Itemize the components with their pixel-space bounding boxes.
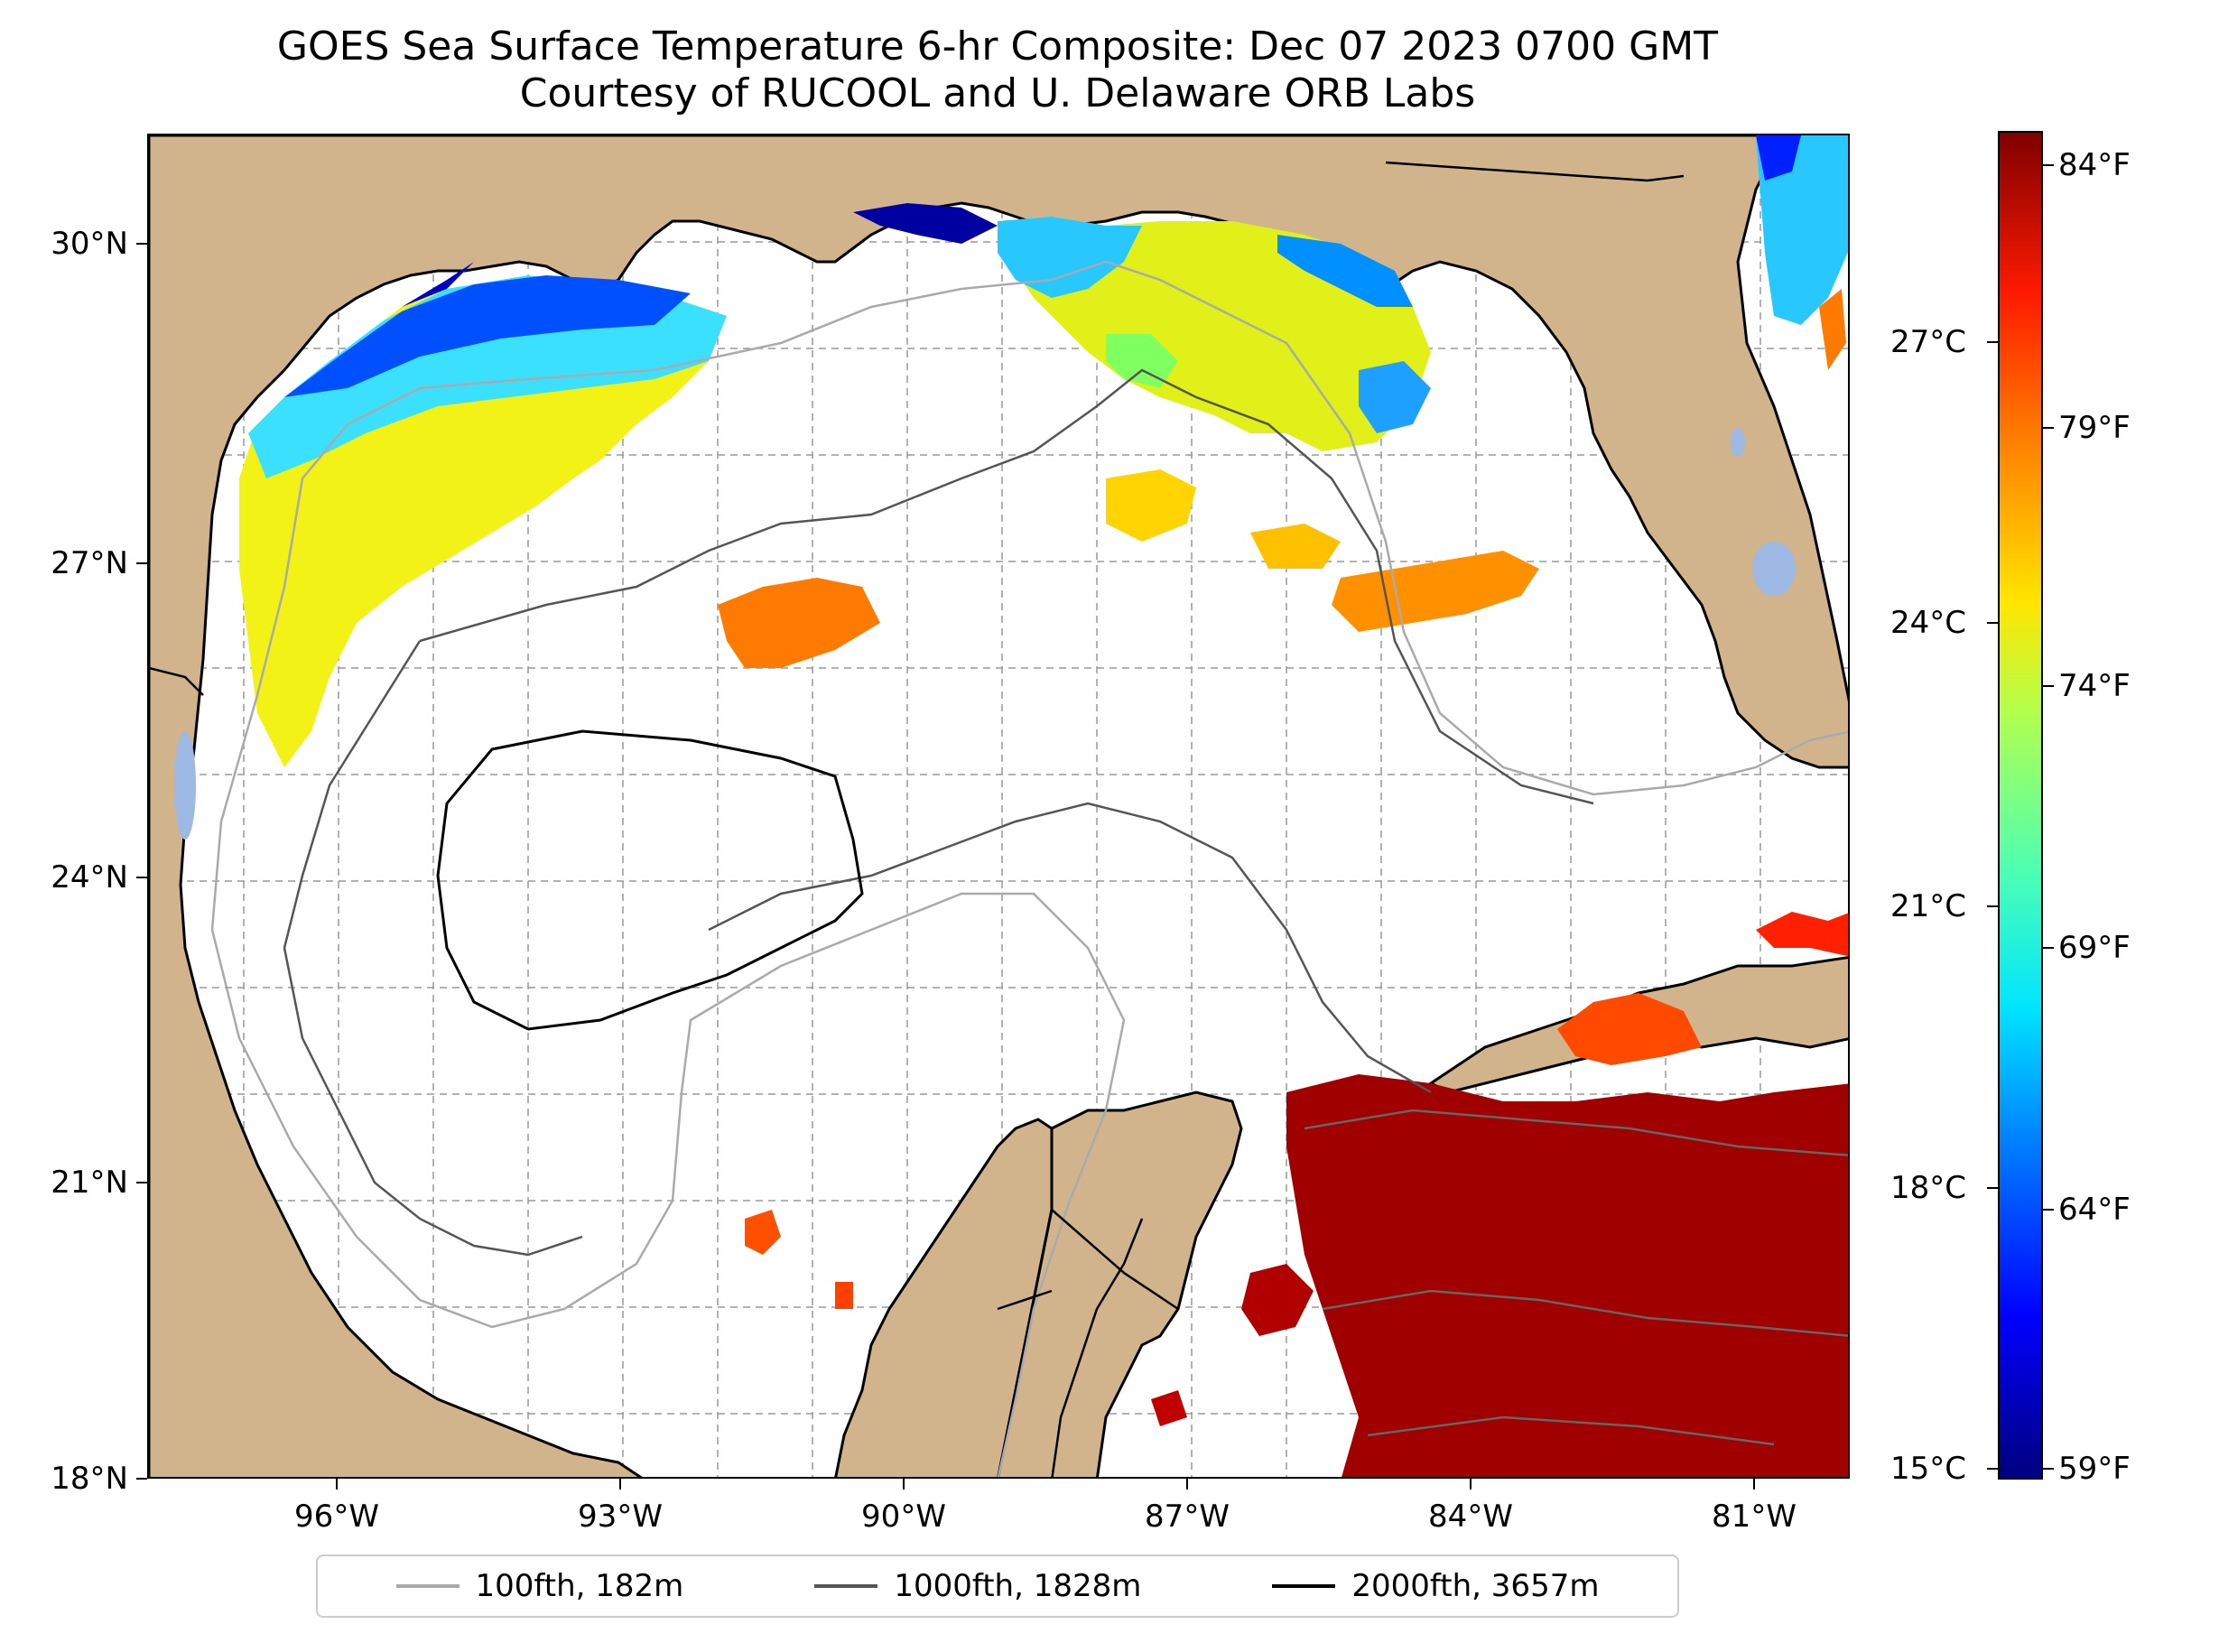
lat-tick-mark	[136, 1182, 147, 1183]
legend-swatch-100fth	[395, 1584, 460, 1588]
colorbar-tick-c	[1987, 1468, 1998, 1470]
colorbar-tick-f	[2043, 685, 2054, 687]
lakes	[174, 428, 1796, 840]
lon-tick-label: 84°W	[1428, 1499, 1513, 1535]
colorbar-label-f: 69°F	[2058, 930, 2131, 966]
depth-legend: 100fth, 182m 1000fth, 1828m 2000fth, 365…	[316, 1555, 1679, 1618]
lat-tick-label: 21°N	[51, 1165, 128, 1201]
colorbar-label-f: 74°F	[2058, 668, 2131, 704]
lat-tick-label: 27°N	[51, 545, 128, 581]
legend-swatch-1000fth	[814, 1584, 878, 1588]
lon-tick-mark	[619, 1479, 621, 1490]
temperature-colorbar	[1998, 131, 2043, 1480]
colorbar-tick-c	[1987, 1187, 1998, 1189]
legend-swatch-2000fth	[1272, 1584, 1336, 1588]
colorbar-label-c: 24°C	[1889, 605, 1966, 641]
colorbar-tick-c	[1987, 622, 1998, 624]
legend-label: 2000fth, 3657m	[1351, 1568, 1600, 1604]
lon-tick-label: 93°W	[578, 1499, 663, 1535]
colorbar-tick-c	[1987, 905, 1998, 907]
legend-label: 100fth, 182m	[475, 1568, 684, 1604]
sst-data	[239, 135, 1848, 1477]
colorbar-label-c: 18°C	[1889, 1170, 1966, 1206]
map-subtitle: Courtesy of RUCOOL and U. Delaware ORB L…	[519, 70, 1476, 116]
lon-tick-mark	[1186, 1479, 1188, 1490]
colorbar-tick-f	[2043, 1209, 2054, 1211]
lon-tick-mark	[1470, 1479, 1472, 1490]
lon-tick-label: 81°W	[1712, 1499, 1797, 1535]
colorbar-tick-f	[2043, 947, 2054, 949]
legend-item: 100fth, 182m	[395, 1568, 684, 1604]
lat-tick-mark	[136, 1478, 147, 1480]
colorbar-label-c: 27°C	[1889, 324, 1966, 360]
lon-tick-mark	[336, 1479, 338, 1490]
colorbar-tick-f	[2043, 1468, 2054, 1470]
colorbar-tick-f	[2043, 427, 2054, 429]
lon-tick-mark	[903, 1479, 905, 1490]
colorbar-label-f: 59°F	[2058, 1451, 2131, 1487]
political-borders	[149, 161, 1685, 1311]
bathymetry-contours	[210, 260, 1848, 1477]
lat-tick-mark	[136, 562, 147, 564]
colorbar-label-f: 79°F	[2058, 410, 2131, 446]
colorbar-tick-f	[2043, 164, 2054, 166]
colorbar-tick-c	[1987, 341, 1998, 343]
lat-tick-label: 30°N	[51, 226, 128, 262]
lat-tick-mark	[136, 877, 147, 878]
colorbar-label-f: 64°F	[2058, 1192, 2131, 1228]
lon-tick-mark	[1753, 1479, 1755, 1490]
sst-map	[147, 134, 1850, 1479]
lat-tick-mark	[136, 243, 147, 245]
legend-item: 1000fth, 1828m	[814, 1568, 1141, 1604]
lat-tick-label: 18°N	[51, 1461, 128, 1497]
legend-label: 1000fth, 1828m	[894, 1568, 1142, 1604]
colorbar-label-f: 84°F	[2058, 147, 2131, 183]
legend-item: 2000fth, 3657m	[1272, 1568, 1599, 1604]
colorbar-label-c: 21°C	[1889, 888, 1966, 924]
lat-tick-label: 24°N	[51, 859, 128, 896]
map-title: GOES Sea Surface Temperature 6-hr Compos…	[276, 23, 1719, 70]
lon-tick-label: 90°W	[861, 1499, 946, 1535]
lon-tick-label: 96°W	[294, 1499, 379, 1535]
colorbar-label-c: 15°C	[1889, 1451, 1966, 1487]
lon-tick-label: 87°W	[1145, 1499, 1230, 1535]
